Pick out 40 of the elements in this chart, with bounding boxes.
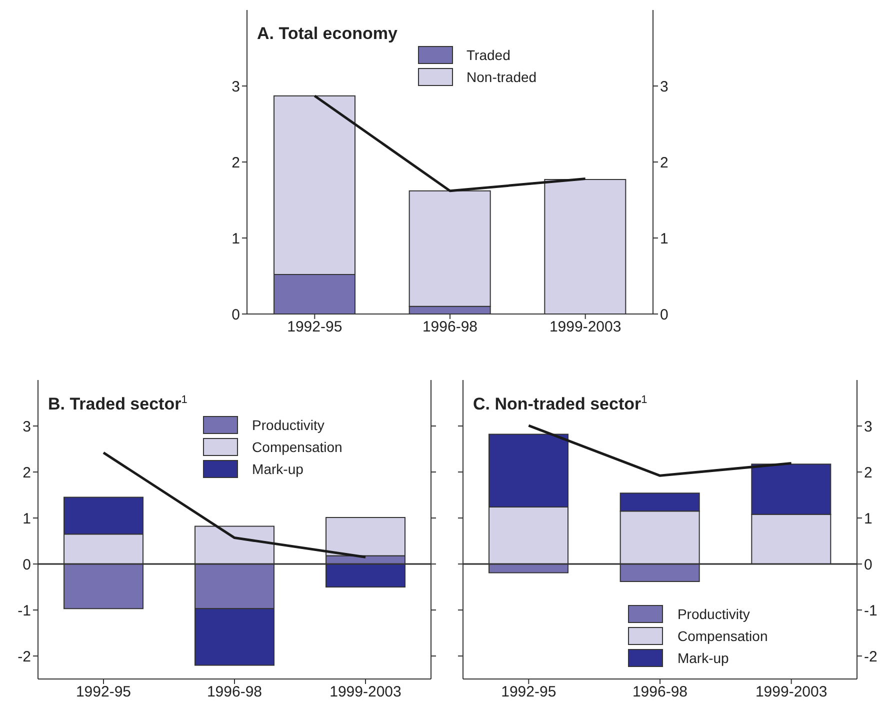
y2-tick-label: 1 bbox=[864, 510, 872, 528]
legend-label: Mark-up bbox=[252, 461, 304, 477]
x-tick-label: 1999-2003 bbox=[549, 318, 622, 336]
x-tick-label: 1999-2003 bbox=[330, 684, 402, 701]
x-tick-label: 1992-95 bbox=[76, 684, 132, 701]
y-tick-label: 2 bbox=[22, 464, 31, 482]
y-tick-label: 1 bbox=[22, 510, 31, 528]
y2-tick-label: -2 bbox=[864, 648, 878, 666]
x-tick-label: 1996-98 bbox=[206, 684, 262, 701]
legend-label: Compensation bbox=[252, 439, 342, 455]
y2-tick-label: 3 bbox=[864, 418, 872, 436]
y2-tick-label: 0 bbox=[660, 306, 668, 324]
legend-label: Compensation bbox=[677, 628, 768, 644]
legend-label: Traded bbox=[466, 47, 510, 63]
text: B. Traded sector$^{1}$ bbox=[48, 394, 188, 415]
legend-label: Mark-up bbox=[677, 650, 729, 666]
text: A. Total economy bbox=[257, 24, 398, 44]
y-tick-label: 0 bbox=[232, 306, 240, 324]
y-tick-label: 3 bbox=[22, 418, 31, 436]
y-tick-label: 0 bbox=[22, 556, 31, 574]
x-tick-label: 1992-95 bbox=[501, 684, 556, 701]
x-tick-label: 1992-95 bbox=[287, 318, 342, 336]
y2-tick-label: 1 bbox=[660, 230, 668, 248]
legend-label: Non-traded bbox=[466, 69, 537, 85]
legend-label: Productivity bbox=[252, 417, 324, 433]
y2-tick-label: -1 bbox=[864, 602, 878, 620]
y2-tick-label: 2 bbox=[660, 154, 668, 172]
y-tick-label: 3 bbox=[232, 78, 240, 96]
text: C. Non-traded sector$^{1}$ bbox=[473, 394, 648, 415]
y2-tick-label: 0 bbox=[864, 556, 872, 574]
y2-tick-label: 2 bbox=[864, 464, 872, 482]
legend-label: Productivity bbox=[677, 606, 750, 622]
y2-tick-label: 3 bbox=[660, 78, 668, 96]
y-tick-label: 2 bbox=[232, 154, 240, 172]
x-tick-label: 1996-98 bbox=[422, 318, 478, 336]
y-tick-label: -1 bbox=[18, 602, 31, 620]
x-tick-label: 1999-2003 bbox=[755, 684, 828, 701]
y-tick-label: -2 bbox=[18, 648, 31, 666]
x-tick-label: 1996-98 bbox=[632, 684, 688, 701]
y-tick-label: 1 bbox=[232, 230, 240, 248]
